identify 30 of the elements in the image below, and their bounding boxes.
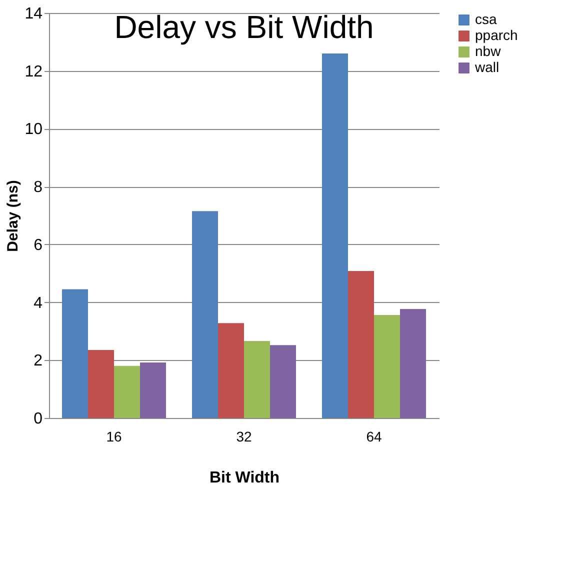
y-tick-label: 12 (24, 63, 43, 80)
bar (400, 308, 426, 418)
bar (88, 350, 114, 418)
chart-title: Delay vs Bit Width (114, 9, 374, 45)
x-axis-title: Bit Width (209, 470, 280, 486)
y-tick-label: 8 (34, 179, 43, 196)
bar (218, 323, 244, 418)
x-tick-label: 16 (106, 428, 122, 444)
y-tick-label: 4 (34, 294, 43, 312)
y-tick-label: 2 (34, 352, 43, 370)
bar (244, 341, 270, 418)
bar (374, 315, 400, 418)
bar (322, 54, 348, 418)
bar (62, 289, 88, 418)
legend-label: csa (475, 11, 497, 27)
y-tick-label: 6 (34, 236, 43, 254)
bar (348, 271, 374, 418)
bar (192, 211, 218, 418)
bar (114, 366, 140, 418)
x-tick-label: 32 (236, 428, 252, 444)
y-tick-label: 10 (24, 121, 43, 138)
y-tick-label: 14 (24, 6, 43, 22)
legend-label: nbw (475, 43, 502, 59)
legend-label: pparch (475, 27, 518, 43)
legend-label: wall (474, 59, 500, 75)
bar (140, 362, 166, 418)
y-axis-title: Delay (ns) (4, 180, 22, 252)
x-tick-label: 64 (366, 428, 382, 444)
y-tick-label: 0 (34, 410, 43, 428)
bar (270, 345, 296, 418)
